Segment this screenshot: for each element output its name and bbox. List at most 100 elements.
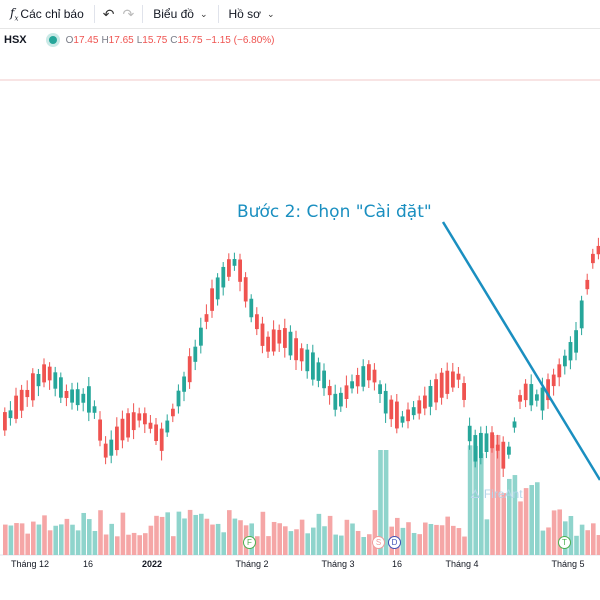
volume-bar <box>25 533 30 555</box>
volume-bar <box>277 523 282 555</box>
toolbar-divider <box>142 5 144 23</box>
candle-body <box>507 446 511 455</box>
volume-bar <box>103 534 109 555</box>
candle-body <box>271 329 276 352</box>
volume-bar <box>439 525 445 555</box>
candle-body <box>81 393 86 403</box>
candle-body <box>70 389 74 403</box>
indicators-label: Các chỉ báo <box>20 7 84 21</box>
undo-icon[interactable]: ↶ <box>102 5 115 22</box>
event-badge-s[interactable]: S <box>372 536 385 549</box>
annotation-arrow-line <box>441 221 600 481</box>
volume-bar <box>187 509 193 555</box>
volume-bar <box>227 510 232 555</box>
volume-bar <box>176 511 182 555</box>
candle-body <box>574 330 578 353</box>
candle-body <box>103 443 108 458</box>
candle-body <box>36 373 41 387</box>
candle-body <box>327 386 332 396</box>
event-badge-t[interactable]: T <box>558 536 571 549</box>
flame-icon: 🜂 <box>470 487 481 501</box>
close-value: 15.75 <box>177 34 203 46</box>
candle-body <box>3 412 7 431</box>
volume-bar <box>299 519 305 555</box>
candle-body <box>546 379 550 401</box>
chart-menu-label: Biểu đồ <box>153 7 194 21</box>
volume-bar <box>423 522 428 555</box>
step-annotation: Bước 2: Chọn "Cài đặt" <box>237 202 432 222</box>
volume-bar <box>3 524 8 555</box>
candle-body <box>473 435 478 462</box>
volume-bar <box>344 519 350 555</box>
chart-menu-button[interactable]: Biểu đồ ⌄ <box>147 0 213 28</box>
candle-body <box>529 384 534 406</box>
open-value: 17.45 <box>73 34 99 46</box>
event-badge-d[interactable]: D <box>388 536 401 549</box>
candle-body <box>456 373 461 380</box>
volume-bar <box>361 536 366 555</box>
candle-body <box>243 277 248 302</box>
volume-bar <box>406 522 411 555</box>
volume-bar <box>199 513 204 555</box>
x-tick-label: Tháng 2 <box>235 559 269 569</box>
candle-body <box>339 392 343 407</box>
volume-bar <box>193 514 198 555</box>
function-icon: fx <box>10 5 19 23</box>
volume-bar <box>322 526 327 555</box>
candle-body <box>187 356 192 383</box>
volume-bar <box>339 535 344 555</box>
volume-bar <box>495 435 501 555</box>
candle-body <box>64 390 69 399</box>
candle-body <box>462 383 466 400</box>
candle-body <box>53 372 58 389</box>
candle-body <box>115 426 119 451</box>
profile-menu-button[interactable]: Hồ sơ ⌄ <box>223 0 281 28</box>
candle-body <box>445 370 450 394</box>
volume-bar <box>417 534 422 555</box>
candle-body <box>316 362 321 381</box>
candle-body <box>333 393 338 410</box>
volume-bar <box>535 482 540 555</box>
candle-body <box>294 338 298 361</box>
candle-body <box>19 389 24 411</box>
toolbar-divider <box>217 5 219 23</box>
volume-bar <box>182 518 187 555</box>
volume-bar <box>400 527 406 555</box>
candle-body <box>98 419 102 441</box>
volume-bar <box>585 530 590 555</box>
volume-bar <box>529 485 534 555</box>
volume-bar <box>372 510 378 555</box>
candle-body <box>383 390 388 414</box>
volume-bar <box>171 536 176 555</box>
x-tick-label: Tháng 4 <box>445 559 479 569</box>
volume-bar <box>64 518 70 555</box>
top-toolbar: fx Các chỉ báo ↶ ↷ Biểu đồ ⌄ Hồ sơ ⌄ <box>0 0 600 29</box>
candle-body <box>434 379 438 403</box>
volume-bar <box>355 530 361 555</box>
volume-bar <box>165 512 170 555</box>
x-tick-label: Tháng 12 <box>10 559 50 569</box>
volume-bar <box>484 519 490 555</box>
indicators-button[interactable]: fx Các chỉ báo <box>0 0 90 28</box>
candle-body <box>42 364 46 383</box>
candle-body <box>288 331 293 356</box>
candle-body <box>283 328 287 348</box>
volume-bar <box>501 493 506 555</box>
volume-bar <box>53 525 58 555</box>
candle-body <box>490 432 494 449</box>
volume-bar <box>305 533 310 555</box>
candle-body <box>322 370 326 389</box>
volume-bar <box>540 530 546 555</box>
volume-bar <box>75 530 81 555</box>
volume-bar <box>204 518 210 555</box>
x-tick-label: 16 <box>82 559 94 569</box>
event-badge-f[interactable]: F <box>243 536 256 549</box>
candle-body <box>75 389 80 406</box>
volume-bar <box>115 536 120 555</box>
redo-icon[interactable]: ↷ <box>122 5 135 22</box>
volume-bar <box>579 524 585 555</box>
volume-bar <box>47 530 53 555</box>
volume-bar <box>221 532 226 555</box>
chevron-down-icon: ⌄ <box>267 8 275 19</box>
